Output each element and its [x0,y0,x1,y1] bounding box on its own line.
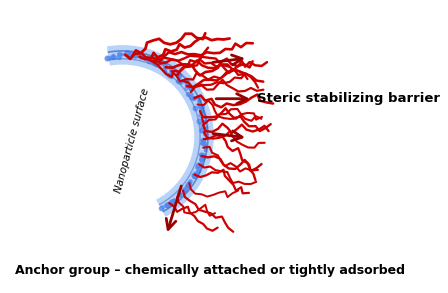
Text: Nanoparticle surface: Nanoparticle surface [113,88,151,195]
Text: Steric stabilizing barrier: Steric stabilizing barrier [257,92,440,105]
Text: Anchor group – chemically attached or tightly adsorbed: Anchor group – chemically attached or ti… [15,264,405,277]
